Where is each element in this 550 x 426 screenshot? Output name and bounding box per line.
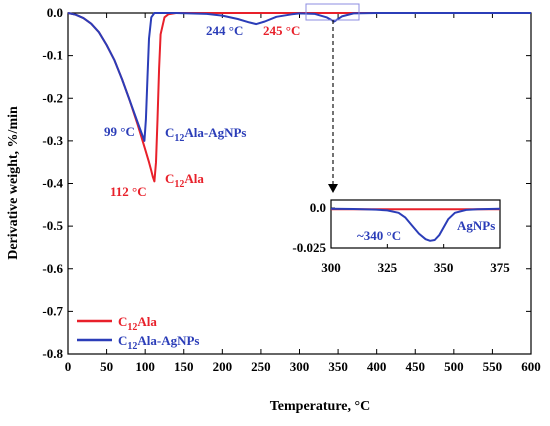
y-tick-label: -0.2	[42, 90, 63, 105]
inset-series-group	[330, 207, 501, 242]
zoom-arrow-head	[328, 184, 338, 193]
peak-label-244: 244 °C	[206, 23, 243, 38]
x-axis-title: Temperature, °C	[270, 399, 370, 414]
main-series-group	[67, 12, 531, 183]
peak-label-99: 99 °C	[104, 124, 135, 139]
x-tick-label: 350	[328, 359, 348, 374]
inset-y-tick-label: -0.025	[292, 240, 326, 255]
x-tick-label: 500	[444, 359, 464, 374]
x-tick-label: 600	[521, 359, 541, 374]
inset-x-tick-label: 300	[321, 260, 341, 275]
inset-x-tick-label: 350	[434, 260, 454, 275]
series-line-c12ala-agnps	[67, 12, 531, 142]
inset-frame	[330, 199, 501, 249]
y-axis-ticks: 0.0 -0.1 -0.2 -0.3 -0.4 -0.5 -0.6 -0.7 -0.8	[42, 5, 531, 361]
x-tick-label: 50	[100, 359, 113, 374]
x-tick-label: 0	[65, 359, 72, 374]
y-tick-label: -0.5	[42, 218, 63, 233]
y-tick-label: -0.7	[42, 303, 63, 318]
inset-x-ticks: 300 325 350 375	[321, 244, 510, 275]
y-tick-label: -0.6	[42, 261, 63, 276]
y-tick-label: 0.0	[47, 5, 63, 20]
x-tick-label: 400	[367, 359, 387, 374]
x-tick-label: 200	[213, 359, 233, 374]
y-tick-label: -0.4	[42, 176, 63, 191]
inset-series-line-c12ala-agnps	[330, 207, 501, 242]
y-tick-label: -0.8	[42, 346, 63, 361]
legend: C12Ala C12Ala-AgNPs	[77, 314, 200, 352]
x-tick-label: 450	[406, 359, 426, 374]
inset-x-tick-label: 375	[490, 260, 510, 275]
legend-label-ala: C12Ala	[118, 314, 157, 333]
inset-chart: 0.0 -0.025 300 325 350 375 ~340 °C AgNPs	[292, 199, 510, 275]
peak-label-112: 112 °C	[110, 184, 147, 199]
series-label-agnps: C12Ala-AgNPs	[165, 125, 247, 144]
inset-peak-label: ~340 °C	[357, 228, 401, 243]
x-axis-title-text: Temperature, °C	[270, 399, 370, 414]
inset-x-tick-label: 325	[378, 260, 398, 275]
inset-y-ticks: 0.0 -0.025	[292, 200, 335, 255]
x-tick-label: 300	[290, 359, 310, 374]
peak-label-245: 245 °C	[263, 23, 300, 38]
legend-label-agnps: C12Ala-AgNPs	[118, 333, 200, 352]
y-tick-label: -0.3	[42, 133, 63, 148]
x-tick-label: 100	[135, 359, 155, 374]
inset-y-tick-label: 0.0	[310, 200, 326, 215]
y-axis-title: Derivative weight, %/min	[6, 106, 21, 260]
inset-series-label: AgNPs	[457, 218, 495, 233]
x-tick-label: 150	[174, 359, 194, 374]
y-tick-label: -0.1	[42, 48, 63, 63]
x-tick-label: 250	[251, 359, 271, 374]
series-line-c12ala	[67, 12, 531, 183]
x-axis-ticks: 0 50 100 150 200 250 300 350 400 450 500 550 600	[65, 13, 541, 374]
series-label-ala: C12Ala	[165, 171, 204, 190]
x-tick-label: 550	[483, 359, 503, 374]
